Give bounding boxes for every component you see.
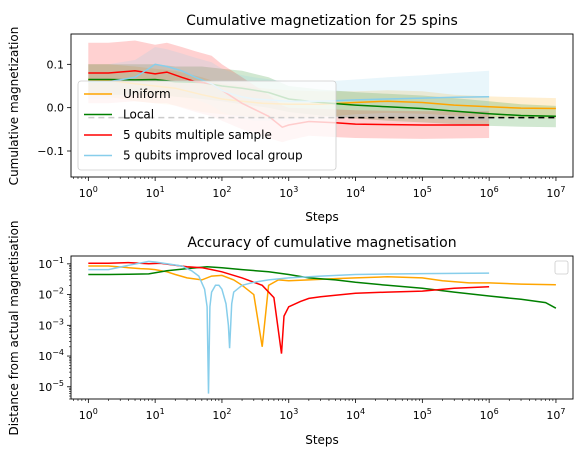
chart-bottom-x-ticks: 100 101 102 103 104 105 106 107: [73, 399, 565, 422]
y-tick-label: 0.1: [47, 58, 65, 71]
chart-top-x-ticks: 100 101 102 103 104 105 106 107: [73, 177, 565, 200]
x-tick-label: 106: [480, 185, 499, 200]
x-tick-label: 101: [146, 407, 165, 422]
chart-top-y-ticks: 0.1 0.0 −0.1: [37, 58, 71, 158]
x-tick-label: 106: [480, 407, 499, 422]
chart-top-legend: Uniform Local 5 qubits multiple sample 5 qu…: [77, 80, 337, 171]
legend-box: [77, 80, 337, 171]
legend-entry: 5 qubits multiple sample: [123, 128, 272, 142]
chart-bottom-x-label: Steps: [305, 433, 339, 447]
y-tick-label: 10−3: [38, 317, 64, 332]
x-tick-label: 103: [279, 185, 298, 200]
chart-bottom-title: Accuracy of cumulative magnetisation: [187, 235, 456, 251]
chart-bottom-legend-box: [554, 260, 569, 275]
x-tick-label: 102: [212, 407, 231, 422]
accuracy-line-series-2: [88, 261, 490, 354]
x-tick-label: 100: [79, 407, 98, 422]
legend-entry: 5 qubits improved local group: [123, 149, 303, 163]
y-tick-label: 10−2: [38, 287, 64, 302]
x-tick-label: 107: [546, 407, 565, 422]
chart-bottom-y-label: Distance from actual magnetisation: [7, 220, 21, 435]
x-tick-label: 100: [79, 185, 98, 200]
x-tick-label: 102: [212, 185, 231, 200]
x-tick-label: 107: [546, 185, 565, 200]
chart-bottom-lines: [88, 260, 557, 394]
legend-entry: Uniform: [123, 87, 171, 101]
chart-top-y-label: Cumulative magnetization: [7, 27, 21, 186]
chart-top: Cumulative magnetization for 25 spins 10…: [7, 13, 574, 224]
accuracy-line-series-1: [88, 266, 557, 309]
x-tick-label: 101: [146, 185, 165, 200]
accuracy-line-series-3: [88, 260, 490, 394]
y-tick-label: 10−4: [38, 348, 64, 363]
accuracy-line-series-0: [88, 265, 556, 347]
chart-top-axes-frame: [70, 33, 574, 178]
legend-entry: Local: [123, 108, 154, 122]
chart-top-x-label: Steps: [305, 210, 339, 224]
y-tick-label: 10−1: [38, 256, 64, 271]
band-series-2: [88, 40, 490, 143]
y-tick-label: 0.0: [47, 102, 65, 115]
chart-bottom-y-ticks: 10−1 10−2 10−3 10−4 10−5: [38, 256, 71, 400]
x-tick-label: 104: [346, 185, 365, 200]
y-tick-label: 10−5: [38, 379, 64, 394]
x-tick-label: 105: [413, 185, 432, 200]
x-tick-label: 103: [279, 407, 298, 422]
y-tick-label: −0.1: [37, 145, 64, 158]
x-tick-label: 105: [413, 407, 432, 422]
chart-top-title: Cumulative magnetization for 25 spins: [186, 13, 458, 29]
chart-bottom: Accuracy of cumulative magnetisation 100…: [7, 220, 574, 447]
chart-bottom-axes-frame: [70, 255, 574, 400]
x-tick-label: 104: [346, 407, 365, 422]
